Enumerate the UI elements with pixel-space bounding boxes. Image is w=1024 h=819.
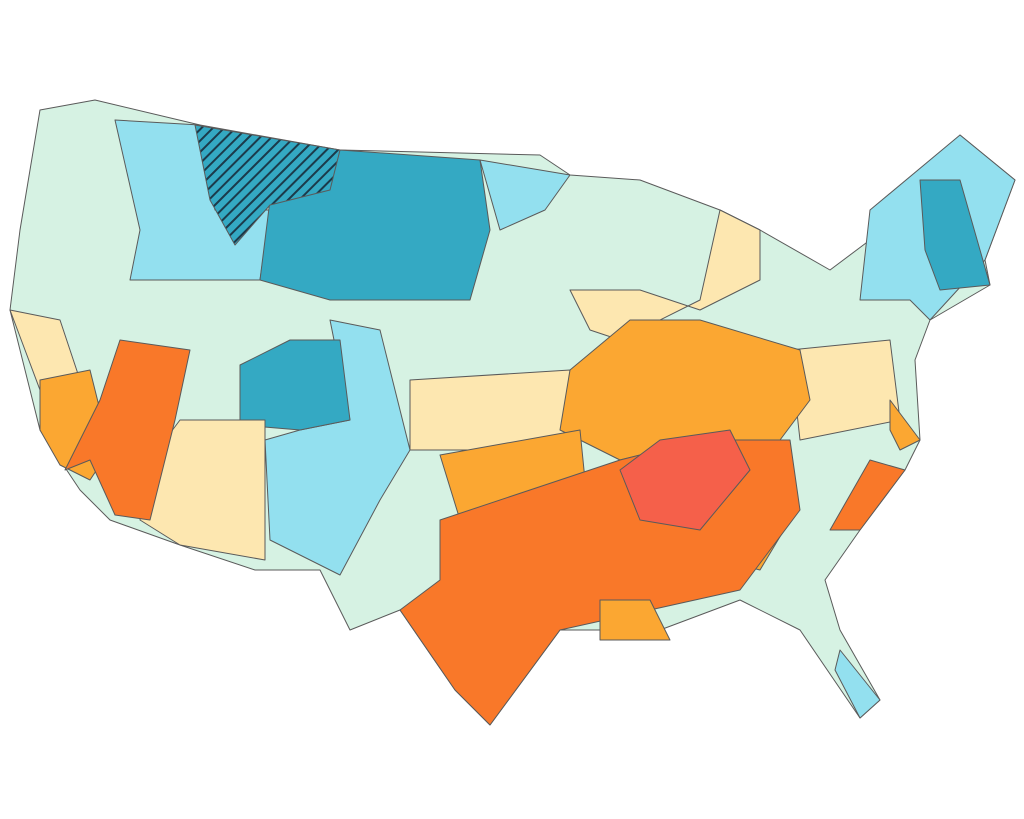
region bbox=[834, 649, 881, 719]
region bbox=[569, 209, 761, 341]
region bbox=[599, 599, 671, 641]
region bbox=[919, 179, 991, 291]
region bbox=[829, 459, 906, 531]
region bbox=[889, 399, 921, 451]
region bbox=[619, 429, 751, 531]
region bbox=[139, 419, 266, 561]
region bbox=[479, 159, 571, 231]
region bbox=[194, 124, 341, 246]
region bbox=[64, 339, 191, 521]
